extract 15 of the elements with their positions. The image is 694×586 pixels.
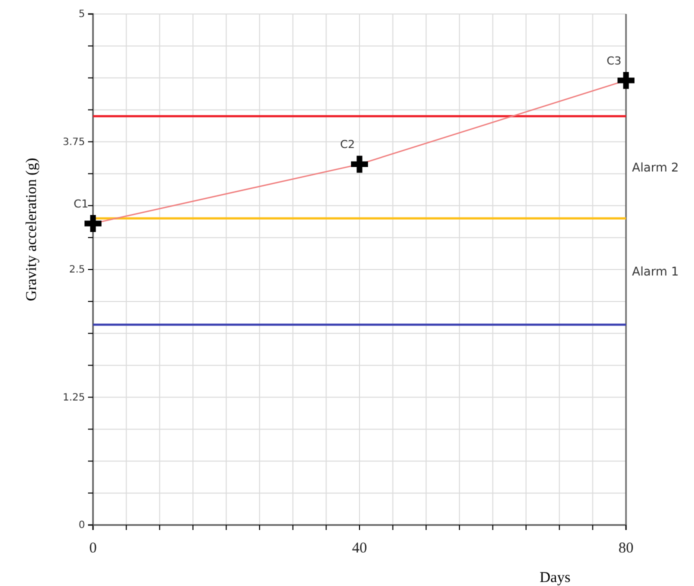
y-axis-title: Gravity acceleration (g)	[24, 158, 40, 302]
y-tick-label: 0	[78, 520, 85, 532]
y-tick-label: 1.25	[62, 392, 85, 404]
y-tick-label: 5	[78, 9, 85, 20]
y-tick-label: 3.75	[62, 136, 85, 148]
data-label: C1	[74, 198, 88, 211]
text: Alarm 1	[632, 264, 679, 279]
x-tick-label: 40	[352, 540, 367, 557]
data-label: C3	[606, 54, 622, 68]
x-tick-label: 0	[89, 540, 97, 557]
x-tick-label: 80	[618, 540, 634, 557]
x-axis-title: Days	[540, 570, 571, 586]
text: Alarm 2	[632, 160, 679, 174]
data-label: C2	[340, 138, 355, 152]
y-tick-label: 2.5	[69, 264, 85, 276]
